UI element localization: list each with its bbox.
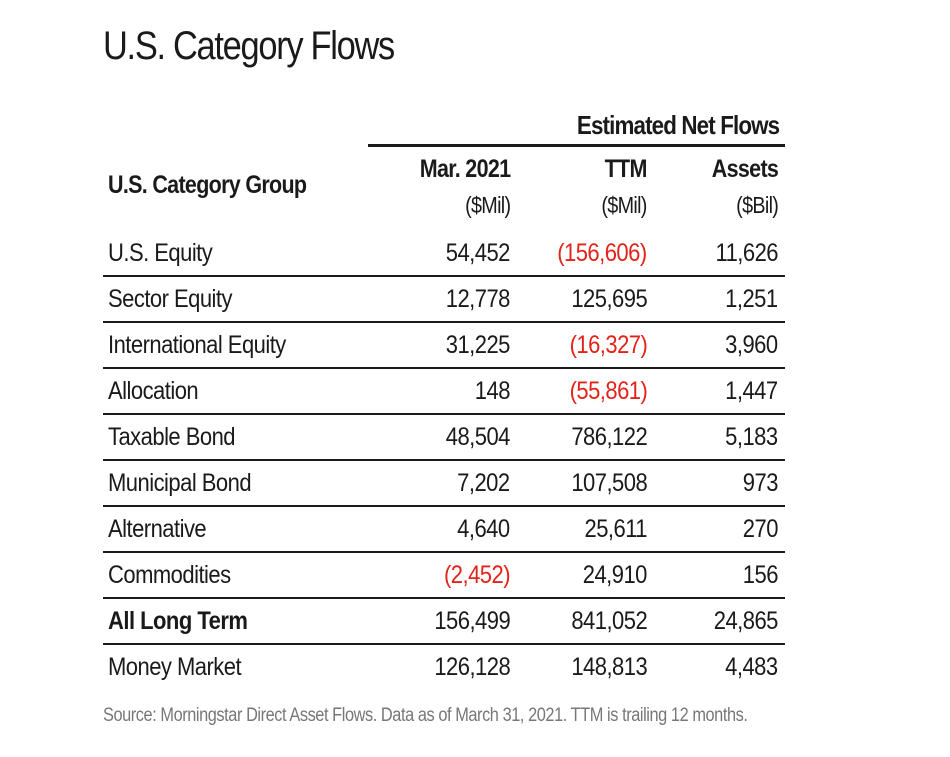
column-header-mar-label: Mar. 2021 xyxy=(419,155,510,183)
column-header-ttm-label: TTM xyxy=(604,155,648,183)
row-category: Alternative xyxy=(108,515,207,543)
cell-ttm: 107,508 xyxy=(571,469,647,497)
page-title: U.S. Category Flows xyxy=(103,24,395,68)
flows-table: U.S. Equity 54,452 (156,606) 11,626 Sector E… xyxy=(103,231,785,689)
table-row: All Long Term 156,499 841,052 24,865 xyxy=(103,599,785,645)
cell-ttm: 148,813 xyxy=(571,653,647,681)
table-row: Taxable Bond 48,504 786,122 5,183 xyxy=(103,415,785,461)
cell-assets: 4,483 xyxy=(725,653,779,681)
table-row: Sector Equity 12,778 125,695 1,251 xyxy=(103,277,785,323)
cell-mar-2021: 4,640 xyxy=(457,515,511,543)
cell-mar-2021: 12,778 xyxy=(445,285,511,313)
table-row: Money Market 126,128 148,813 4,483 xyxy=(103,645,785,689)
cell-assets: 3,960 xyxy=(725,331,779,359)
column-header-ttm-unit: ($Mil) xyxy=(601,192,648,218)
column-header-category: U.S. Category Group xyxy=(108,171,307,199)
row-category: International Equity xyxy=(108,331,286,359)
row-category: U.S. Equity xyxy=(108,239,213,267)
cell-mar-2021: 7,202 xyxy=(457,469,511,497)
cell-ttm: 25,611 xyxy=(584,515,648,543)
cell-ttm: 841,052 xyxy=(571,607,647,635)
row-category: Money Market xyxy=(108,653,242,681)
cell-assets: 973 xyxy=(742,469,779,497)
column-header-mar-unit: ($Mil) xyxy=(464,192,511,218)
group-header-label: Estimated Net Flows xyxy=(576,110,780,140)
cell-assets: 1,447 xyxy=(725,377,779,405)
row-category: All Long Term xyxy=(108,607,248,635)
cell-assets: 11,626 xyxy=(715,239,779,267)
cell-ttm: 125,695 xyxy=(571,285,647,313)
table-row: International Equity 31,225 (16,327) 3,960 xyxy=(103,323,785,369)
cell-assets: 5,183 xyxy=(725,423,779,451)
cell-ttm: (55,861) xyxy=(569,377,647,405)
cell-mar-2021: 54,452 xyxy=(445,239,511,267)
table-row: Alternative 4,640 25,611 270 xyxy=(103,507,785,553)
cell-assets: 156 xyxy=(742,561,779,589)
cell-mar-2021: 148 xyxy=(474,377,511,405)
cell-mar-2021: 156,499 xyxy=(434,607,510,635)
cell-ttm: 786,122 xyxy=(571,423,647,451)
table-row: Municipal Bond 7,202 107,508 973 xyxy=(103,461,785,507)
table-row: U.S. Equity 54,452 (156,606) 11,626 xyxy=(103,231,785,277)
cell-assets: 1,251 xyxy=(725,285,779,313)
cell-assets: 24,865 xyxy=(713,607,779,635)
column-header-ttm: TTM ($Mil) xyxy=(601,155,648,219)
source-note: Source: Morningstar Direct Asset Flows. … xyxy=(103,705,748,726)
cell-mar-2021: 31,225 xyxy=(445,331,511,359)
cell-mar-2021: 126,128 xyxy=(434,653,510,681)
column-header-assets-unit: ($Bil) xyxy=(735,192,779,218)
row-category: Sector Equity xyxy=(108,285,233,313)
cell-ttm: (156,606) xyxy=(557,239,648,267)
row-category: Municipal Bond xyxy=(108,469,252,497)
column-header-assets: Assets ($Bil) xyxy=(711,155,779,219)
cell-mar-2021: 48,504 xyxy=(445,423,511,451)
row-category: Allocation xyxy=(108,377,199,405)
column-header-assets-label: Assets xyxy=(711,155,779,183)
cell-assets: 270 xyxy=(742,515,779,543)
table-row: Allocation 148 (55,861) 1,447 xyxy=(103,369,785,415)
column-header-mar: Mar. 2021 ($Mil) xyxy=(419,155,510,219)
cell-ttm: 24,910 xyxy=(582,561,648,589)
group-header: Estimated Net Flows xyxy=(368,110,785,147)
cell-mar-2021: (2,452) xyxy=(443,561,511,589)
table-row: Commodities (2,452) 24,910 156 xyxy=(103,553,785,599)
row-category: Commodities xyxy=(108,561,231,589)
row-category: Taxable Bond xyxy=(108,423,236,451)
cell-ttm: (16,327) xyxy=(569,331,647,359)
